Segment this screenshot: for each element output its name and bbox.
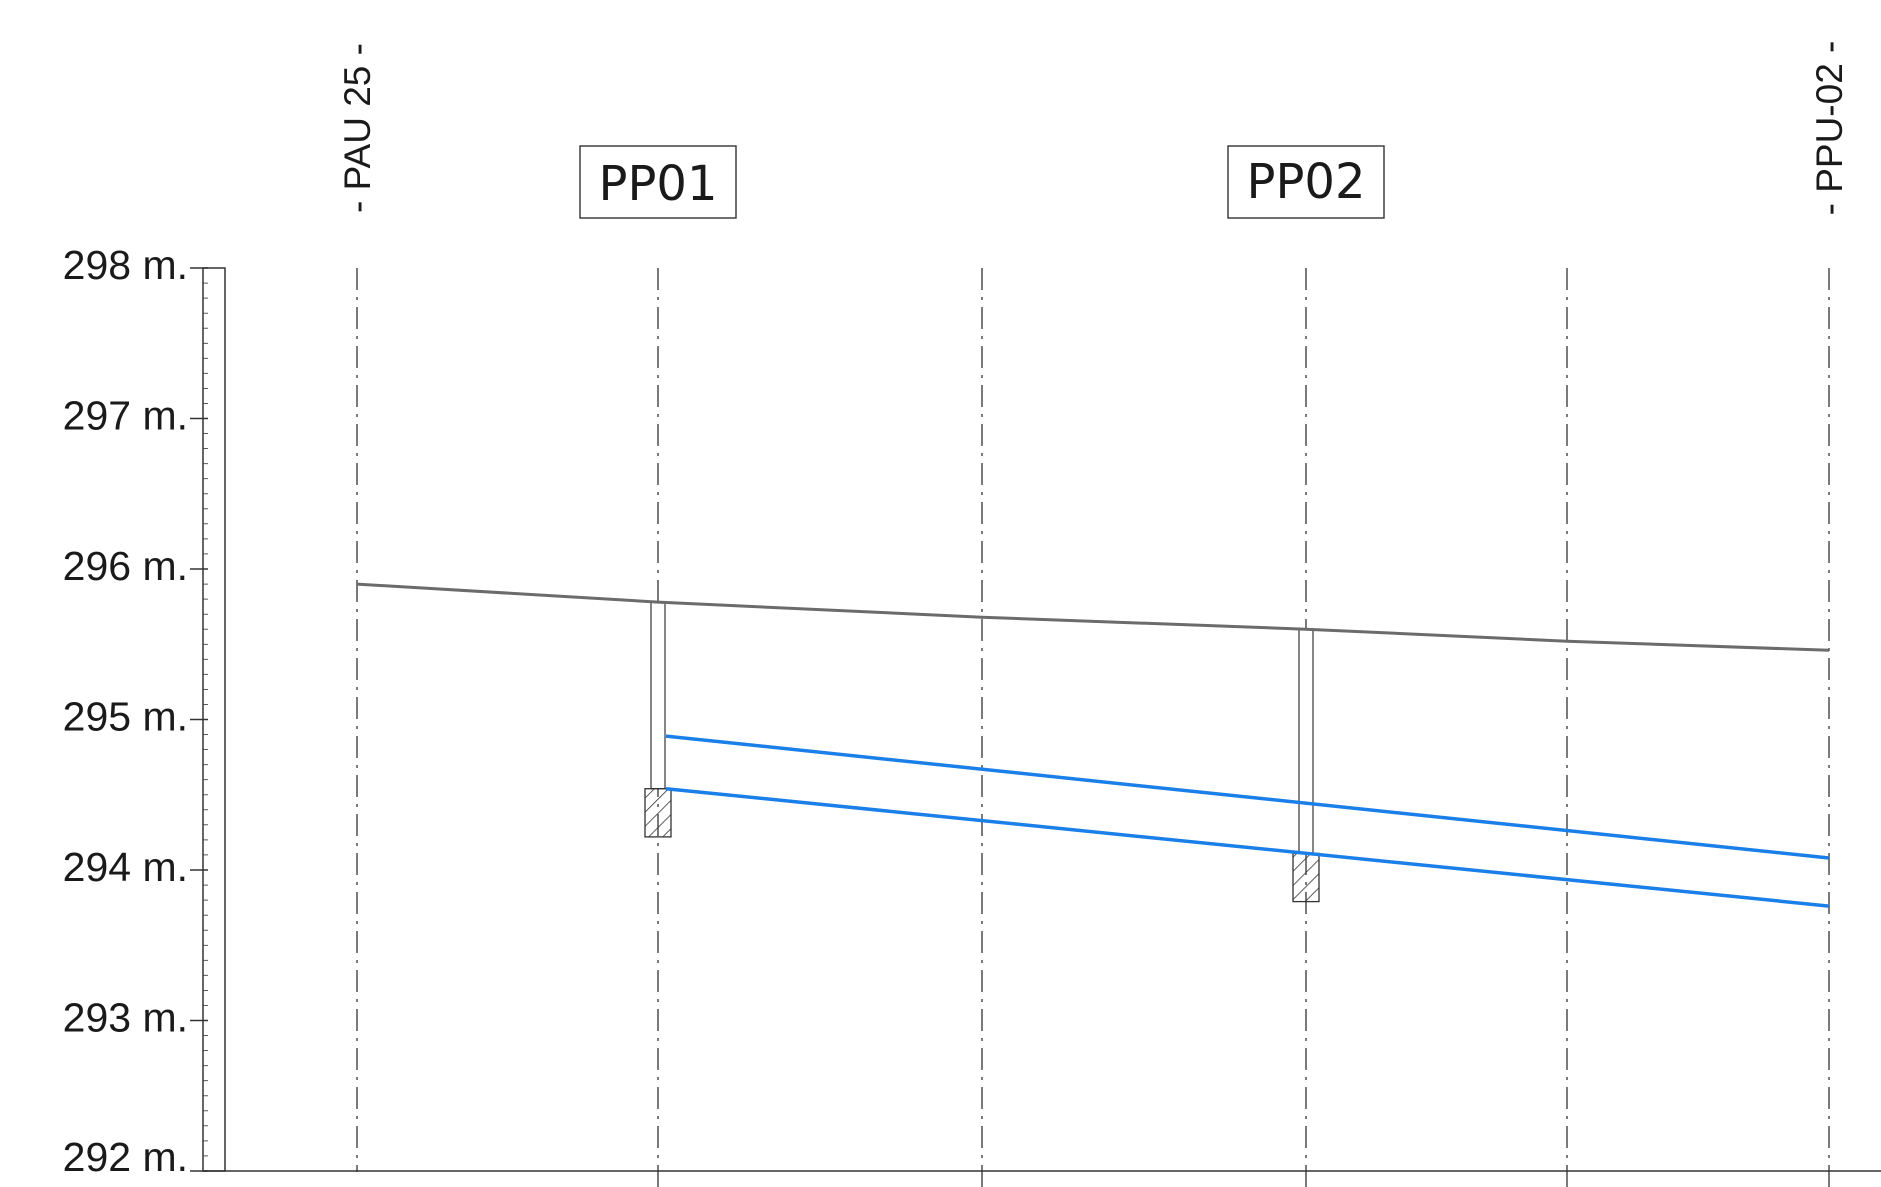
elevation-scale — [190, 267, 226, 1172]
manhole-box-pp02: PP02 — [1227, 145, 1385, 219]
elevation-label-292: 292 m. — [63, 1134, 188, 1180]
elevation-label-298: 298 m. — [63, 242, 188, 288]
station-lines — [356, 268, 1830, 1187]
ground-line — [356, 582, 1830, 652]
elevation-label-296: 296 m. — [63, 543, 188, 589]
elevation-label-293: 293 m. — [63, 994, 188, 1040]
manhole-shaft — [650, 601, 666, 790]
manhole-box-pp01: PP01 — [579, 145, 737, 219]
manhole-box-frame — [1227, 145, 1385, 219]
manhole-pp01 — [644, 601, 672, 838]
manhole-shaft — [1298, 628, 1314, 855]
manhole-pp02 — [1292, 628, 1320, 903]
station-label-pau25: - PAU 25 - — [337, 43, 378, 213]
manhole-base — [644, 788, 672, 838]
station-label-ppu02: - PPU-02 - — [1809, 41, 1850, 216]
elevation-label-294: 294 m. — [63, 844, 188, 890]
elevation-labels: 298 m. 297 m. 296 m. 295 m. 294 m. 293 m… — [63, 242, 188, 1180]
elevation-label-295: 295 m. — [63, 693, 188, 739]
scale-minor-ticks — [190, 267, 208, 1172]
manhole-box-frame — [579, 145, 737, 219]
pipe-bottom-line — [665, 786, 1830, 908]
elevation-label-297: 297 m. — [63, 392, 188, 438]
manhole-name-pp01: PP01 — [599, 156, 718, 212]
pipe-top-line — [665, 734, 1830, 860]
manhole-base — [1292, 852, 1320, 903]
manhole-name-pp02: PP02 — [1247, 154, 1366, 210]
